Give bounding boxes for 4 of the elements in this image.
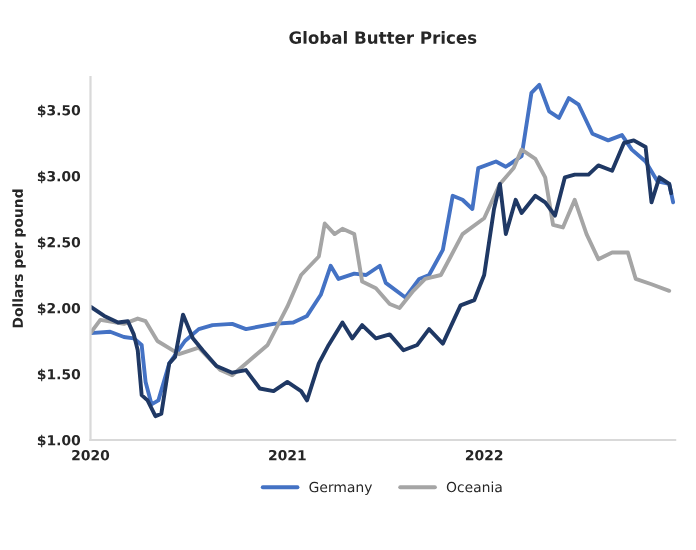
line-series <box>90 138 674 419</box>
line-series <box>90 147 672 378</box>
chart-title: Global Butter Prices <box>289 31 477 44</box>
line-series <box>90 82 676 407</box>
